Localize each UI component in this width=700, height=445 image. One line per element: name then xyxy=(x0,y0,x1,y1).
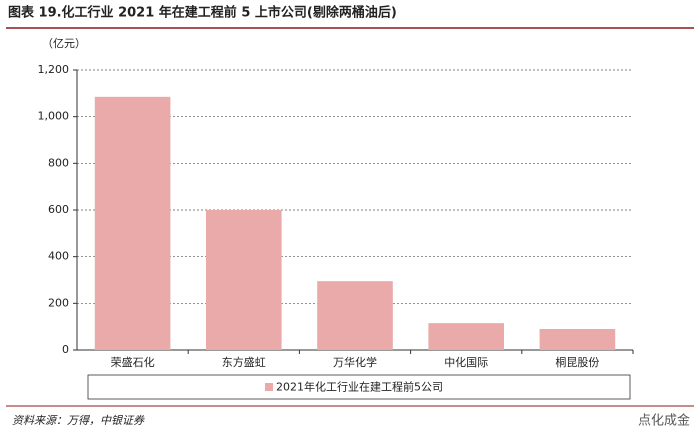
y-tick-label: 800 xyxy=(48,156,69,169)
watermark: 点化成金 xyxy=(638,413,690,429)
y-tick-label: 1,000 xyxy=(38,110,70,123)
y-axis-label: （亿元） xyxy=(42,37,86,50)
legend-label: 2021年化工行业在建工程前5公司 xyxy=(276,380,443,394)
x-tick-label: 万华化学 xyxy=(333,355,377,369)
y-tick-label: 0 xyxy=(62,343,69,356)
x-tick-label: 东方盛虹 xyxy=(222,355,266,369)
y-tick-label: 200 xyxy=(48,296,69,309)
y-tick-label: 1,200 xyxy=(38,63,70,76)
y-tick-label: 400 xyxy=(48,250,69,263)
y-tick-label: 600 xyxy=(48,203,69,216)
bar xyxy=(94,96,171,350)
x-tick-label: 桐昆股份 xyxy=(555,355,599,369)
x-tick-label: 中化国际 xyxy=(444,355,488,369)
bar xyxy=(205,210,282,350)
bar xyxy=(539,329,616,350)
bar xyxy=(428,323,505,350)
x-tick-label: 荣盛石化 xyxy=(111,355,155,369)
legend-box xyxy=(87,374,631,400)
legend-swatch xyxy=(265,383,273,391)
bar xyxy=(317,281,393,350)
chart-title: 图表 19.化工行业 2021 年在建工程前 5 上市公司(剔除两桶油后) xyxy=(8,5,397,21)
source: 资料来源：万得，中银证券 xyxy=(12,414,145,427)
